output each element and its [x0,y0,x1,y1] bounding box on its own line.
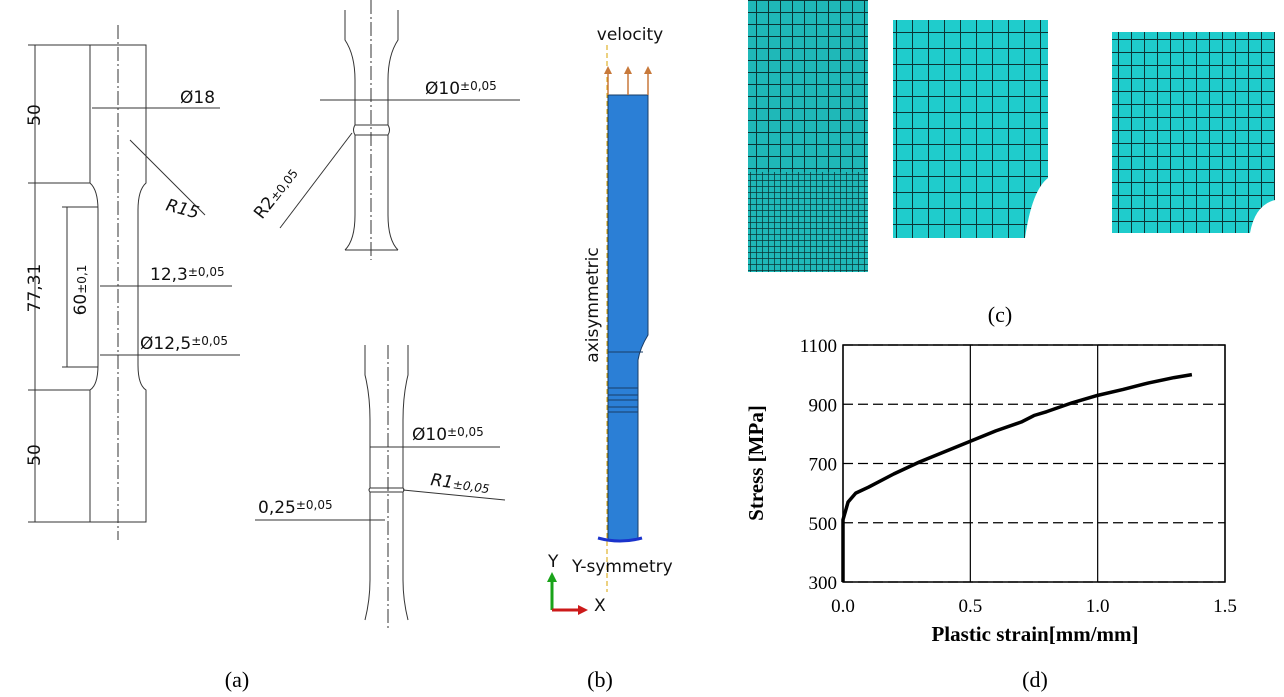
dimension: 50 [25,104,45,126]
y-tick-label: 1100 [800,336,837,357]
dimension: Ø10±0,05 [412,425,484,445]
y-axis-title: Stress [MPa] [744,405,768,521]
dim-tolerance: ±0,05 [447,425,484,439]
dimension: 77,31 [25,264,45,313]
dim-tolerance: ±0,05 [191,334,228,348]
x-tick-label: 1.5 [1213,596,1237,617]
dim-value: Ø10 [412,425,447,445]
dimension: R1±0,05 [429,470,491,498]
dim-value: Ø12,5 [140,334,191,354]
dimension: 60±0,1 [71,265,91,316]
label: velocity [597,25,663,45]
curve [843,375,1192,582]
x-tick-label: 0.0 [831,596,855,617]
x-tick-label: 0.5 [958,596,982,617]
dimension: R2±0,05 [250,164,302,223]
chart: 0.0 0.5 1.0 1.5 300 500 700 900 1100 [800,336,1237,617]
dim-value: 0,25 [258,498,296,518]
mesh-images [748,0,1275,272]
dim-value: Ø10 [425,79,460,99]
axis-label: X [594,596,606,616]
label: axisymmetric [583,247,603,362]
dimension: 50 [25,444,45,466]
dim-value: R1 [429,470,454,493]
x-axis-title: Plastic strain[mm/mm] [931,622,1138,646]
dim-tolerance: ±0,05 [452,477,490,496]
y-tick-label: 300 [809,573,838,594]
dim-tolerance: ±0,05 [188,265,225,279]
dim-tolerance: ±0,1 [75,265,89,294]
y-tick-label: 900 [809,395,838,416]
dim-tolerance: ±0,05 [267,166,301,204]
axis-label: Y [547,552,559,572]
dimension: Ø18 [180,88,215,108]
dim-tolerance: ±0,05 [460,79,497,93]
dimension: 12,3±0,05 [150,265,225,285]
notch-drawing [255,0,520,630]
dim-value: 60 [71,294,91,316]
dim-value: 12,3 [150,265,188,285]
caption: (a) [225,667,249,692]
dimension: Ø12,5±0,05 [140,334,228,354]
dimension: 0,25±0,05 [258,498,333,518]
y-tick-label: 500 [809,514,838,535]
y-tick-label: 700 [809,455,838,476]
figure: 50 77,31 50 Ø18 R15 60±0,1 12,3±0,05 Ø12… [0,0,1284,697]
label: Y-symmetry [571,557,673,577]
caption: (c) [988,302,1012,327]
dim-tolerance: ±0,05 [296,498,333,512]
dimension: Ø10±0,05 [425,79,497,99]
caption: (b) [587,667,613,692]
caption: (d) [1022,667,1048,692]
dimension: R15 [164,196,201,224]
x-tick-label: 1.0 [1086,596,1110,617]
